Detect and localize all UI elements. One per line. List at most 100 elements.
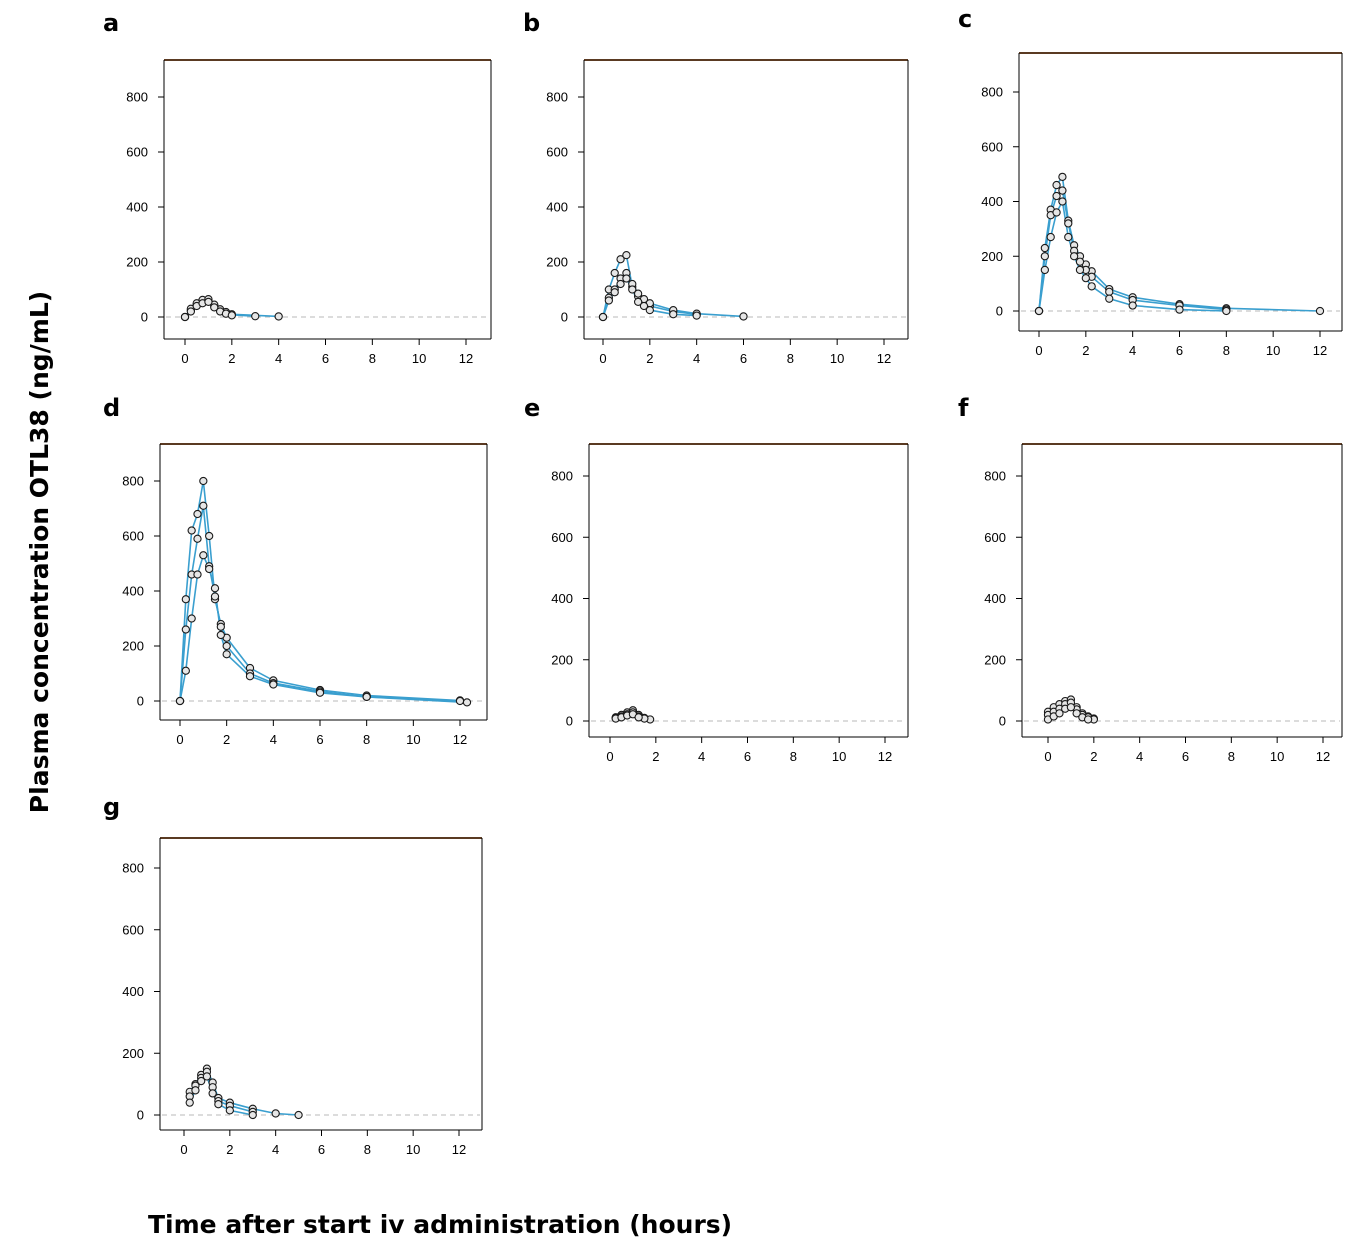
data-point (1072, 709, 1081, 718)
y-tick-label: 0 (566, 714, 573, 729)
data-point (1052, 208, 1061, 217)
panel-e: e 0 200 400 600 800 0 2 4 6 8 10 12 (524, 394, 909, 764)
panel-c: c 0 200 400 600 800 0 2 4 6 8 10 12 (958, 5, 1343, 358)
x-tick-label: 0 (1044, 749, 1051, 764)
x-tick-label: 0 (1035, 343, 1042, 358)
panel-letter: a (103, 9, 119, 37)
y-tick-label: 400 (126, 200, 148, 215)
y-tick-label: 200 (126, 255, 148, 270)
y-tick-label: 0 (137, 1108, 144, 1123)
y-tick-label: 800 (981, 85, 1003, 100)
data-point (205, 531, 214, 541)
panel-letter: d (103, 394, 120, 422)
data-point (1058, 172, 1067, 182)
x-tick-label: 10 (830, 351, 844, 366)
data-point (227, 311, 236, 320)
y-tick-label: 0 (141, 310, 148, 325)
y-tick-label: 600 (551, 530, 573, 545)
data-point (1040, 243, 1050, 253)
data-point (222, 641, 231, 651)
y-tick-label: 400 (551, 591, 573, 606)
data-point (210, 592, 220, 601)
data-point (598, 312, 608, 322)
data-point (1069, 252, 1079, 261)
x-tick-label: 0 (181, 351, 188, 366)
data-point (225, 1106, 234, 1115)
panel-d: d 0 200 400 600 800 0 2 4 6 8 10 12 (103, 394, 488, 747)
panel-letter: e (524, 394, 540, 422)
x-tick-label: 4 (272, 1142, 279, 1157)
data-point (181, 625, 190, 634)
x-tick-label: 8 (363, 732, 370, 747)
y-tick-label: 200 (981, 249, 1003, 264)
y-tick-label: 800 (984, 469, 1006, 484)
y-tick-label: 800 (122, 474, 144, 489)
x-tick-label: 12 (877, 351, 891, 366)
x-tick-label: 8 (787, 351, 794, 366)
panel-f: f 0 200 400 600 800 0 2 4 6 8 10 12 (958, 394, 1343, 764)
x-tick-label: 4 (1129, 343, 1136, 358)
x-tick-label: 0 (176, 732, 183, 747)
data-point (210, 303, 219, 312)
data-point (1055, 709, 1064, 718)
data-point (692, 311, 701, 320)
y-tick-label: 200 (122, 639, 144, 654)
data-point (622, 274, 631, 283)
y-tick-label: 600 (122, 922, 144, 937)
x-tick-label: 2 (652, 749, 659, 764)
y-tick-label: 600 (984, 530, 1006, 545)
x-tick-label: 12 (1316, 749, 1330, 764)
data-point (610, 268, 619, 278)
x-tick-label: 6 (322, 351, 329, 366)
data-point (645, 305, 654, 315)
data-point (197, 1076, 206, 1086)
panel-a: a 0 200 400 600 800 0 2 4 6 8 10 12 (103, 9, 492, 366)
y-tick-label: 400 (122, 584, 144, 599)
data-point (1058, 186, 1067, 195)
x-tick-label: 6 (318, 1142, 325, 1157)
data-point (204, 297, 213, 307)
data-point (199, 551, 208, 560)
panel-letter: c (958, 5, 972, 33)
x-tick-label: 2 (1082, 343, 1089, 358)
data-point (1105, 294, 1114, 303)
y-tick-label: 0 (137, 694, 144, 709)
panel-b: b 0 200 400 600 800 0 2 4 6 8 10 12 (523, 9, 909, 366)
x-tick-label: 8 (364, 1142, 371, 1157)
data-point (1040, 265, 1050, 275)
data-point (193, 509, 202, 519)
data-point (1175, 305, 1184, 314)
x-tick-label: 6 (316, 732, 323, 747)
y-tick-label: 0 (999, 714, 1006, 729)
data-point (271, 1109, 280, 1118)
data-point (1052, 191, 1061, 201)
y-tick-label: 0 (561, 310, 568, 325)
data-point (208, 1089, 217, 1098)
data-point (193, 534, 202, 543)
x-tick-label: 2 (223, 732, 230, 747)
series-line (1038, 174, 1321, 312)
data-point (248, 1110, 257, 1120)
x-tick-label: 12 (878, 749, 892, 764)
x-tick-label: 12 (1313, 343, 1327, 358)
x-tick-label: 10 (406, 1142, 420, 1157)
data-point (251, 312, 260, 321)
x-tick-label: 10 (1270, 749, 1284, 764)
panel-letter: f (958, 394, 969, 422)
data-point (175, 696, 185, 706)
series-line (179, 505, 461, 702)
x-tick-label: 6 (1182, 749, 1189, 764)
y-tick-label: 200 (546, 255, 568, 270)
data-point (216, 622, 225, 631)
x-tick-label: 6 (1176, 343, 1183, 358)
data-point (455, 696, 465, 706)
data-point (1066, 703, 1076, 712)
x-tick-label: 8 (369, 351, 376, 366)
data-point (1052, 180, 1061, 190)
data-point (185, 1098, 194, 1107)
y-tick-label: 200 (122, 1046, 144, 1061)
x-tick-label: 4 (1136, 749, 1143, 764)
data-point (739, 312, 748, 321)
data-point (616, 279, 625, 289)
